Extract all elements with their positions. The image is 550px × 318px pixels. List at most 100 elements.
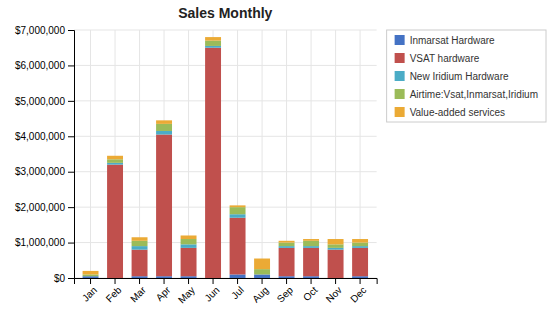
legend: Inmarsat Hardware VSAT hardware New Iridiu… (387, 30, 546, 122)
bar (132, 250, 148, 277)
tick: Mar (128, 278, 148, 304)
tick-mark (262, 278, 263, 284)
tick: $0 (54, 273, 74, 284)
title: Sales Monthly (178, 5, 272, 21)
bar (132, 246, 148, 250)
bar (205, 41, 221, 46)
bar (181, 276, 197, 278)
tick: Nov (324, 278, 344, 305)
y-axis: $0$1,000,000$2,000,000$3,000,000$4,000,0… (15, 25, 75, 284)
tick: $5,000,000 (15, 96, 74, 107)
bar (181, 239, 197, 244)
bar (303, 239, 319, 241)
tick-mark (68, 101, 74, 102)
grid-line (74, 136, 377, 137)
tick-label: $4,000,000 (15, 131, 65, 142)
grid-line (262, 30, 263, 278)
tick: Apr (154, 278, 173, 303)
tick: Jul (229, 278, 246, 301)
bar (156, 276, 172, 278)
tick: $4,000,000 (15, 131, 74, 142)
bar (279, 241, 295, 243)
bar (205, 37, 221, 41)
tick-mark (164, 278, 165, 284)
tick-mark (237, 278, 238, 284)
axis-line (75, 279, 378, 285)
bar (83, 271, 99, 275)
tick-mark (335, 278, 336, 284)
bar (205, 46, 221, 48)
tick-mark (139, 278, 140, 284)
series (83, 41, 368, 277)
bar (254, 274, 270, 278)
legend-frame (387, 30, 546, 122)
axis-line (68, 31, 75, 279)
tick-mark (68, 278, 74, 279)
tick: $6,000,000 (15, 60, 74, 71)
bar (230, 274, 246, 278)
tick-label: Apr (154, 284, 173, 303)
series (83, 274, 368, 278)
tick-label: Oct (301, 284, 320, 303)
tick-mark (311, 278, 312, 284)
bar (132, 237, 148, 241)
series (107, 46, 368, 250)
bar (352, 239, 368, 243)
bar (107, 163, 123, 165)
tick-label: $7,000,000 (15, 25, 65, 36)
tick-mark (68, 207, 74, 208)
tick: Jun (202, 278, 221, 304)
grid-line (74, 65, 377, 66)
bar (132, 241, 148, 246)
tick-label: Jul (229, 284, 246, 301)
grid (74, 30, 377, 278)
grid-line (90, 30, 91, 278)
legend-swatch (395, 107, 405, 117)
tick-label: Jan (80, 284, 99, 303)
bar (254, 259, 270, 270)
tick-label: Dec (348, 284, 368, 304)
legend-label: Value-added services (410, 107, 505, 118)
tick-label: Mar (128, 284, 148, 304)
bar (107, 159, 123, 163)
legend-label: New Iridium Hardware (410, 71, 509, 82)
bar (83, 274, 99, 276)
chart: $0$1,000,000$2,000,000$3,000,000$4,000,0… (0, 0, 550, 318)
bar (279, 243, 295, 247)
bar (156, 120, 172, 124)
legend-item: VSAT hardware (395, 53, 480, 64)
tick: $2,000,000 (15, 202, 74, 213)
bar (132, 276, 148, 278)
tick: $1,000,000 (15, 237, 74, 248)
bar (352, 248, 368, 276)
bar (303, 276, 319, 278)
bar (156, 124, 172, 131)
legend-label: Airtime:Vsat,Inmarsat,Iridium (410, 89, 538, 100)
bar (230, 214, 246, 218)
tick-mark (90, 278, 91, 284)
tick: Oct (301, 278, 320, 303)
tick-label: Sep (275, 284, 296, 305)
bar (230, 207, 246, 214)
tick: Sep (275, 278, 296, 305)
bar (279, 276, 295, 278)
legend-item: Inmarsat Hardware (395, 35, 495, 46)
tick-label: Aug (250, 284, 270, 304)
bar (156, 131, 172, 135)
bar (352, 243, 368, 247)
x-axis: JanFebMarAprMayJunJulAugSepOctNovDec (75, 278, 378, 306)
tick-mark (68, 243, 74, 244)
bar (181, 235, 197, 239)
tick-label: Feb (104, 284, 124, 304)
bar (230, 205, 246, 207)
bar (230, 218, 246, 275)
tick: Jan (80, 278, 99, 304)
tick-label: $6,000,000 (15, 60, 65, 71)
legend-label: Inmarsat Hardware (410, 35, 495, 46)
bar (303, 241, 319, 246)
bar (328, 250, 344, 278)
tick: Aug (250, 278, 270, 305)
tick-mark (68, 65, 74, 66)
tick: Dec (348, 278, 368, 305)
series (83, 37, 368, 274)
